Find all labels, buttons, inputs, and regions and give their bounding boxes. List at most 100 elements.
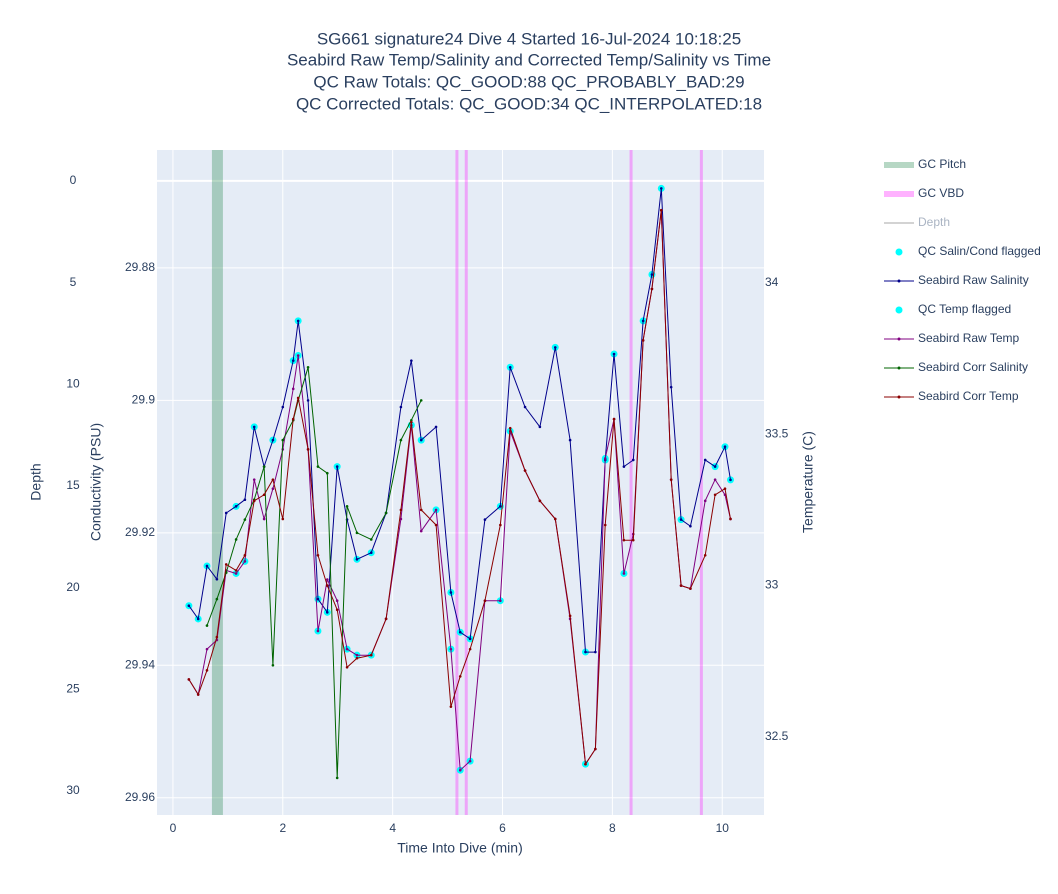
legend-label: Seabird Corr Temp	[918, 389, 1019, 403]
series-marker	[641, 339, 645, 342]
series-marker	[335, 608, 339, 612]
series-marker	[419, 399, 423, 402]
series-marker	[508, 426, 512, 430]
series-marker	[553, 346, 557, 349]
series-marker	[434, 508, 438, 512]
series-marker	[384, 617, 388, 621]
x-tick-label: 10	[716, 821, 730, 835]
y2-tick-label: 29.9	[132, 393, 156, 407]
series-marker	[538, 425, 542, 429]
legend-swatch	[897, 395, 901, 399]
series-marker	[296, 396, 300, 400]
legend-label: Seabird Raw Salinity	[918, 273, 1029, 287]
legend-swatch	[895, 306, 903, 314]
x-tick-label: 8	[609, 821, 616, 835]
series-marker	[187, 678, 191, 681]
series-marker	[205, 647, 209, 651]
y3-axis-title: Temperature (C)	[800, 431, 816, 533]
series-marker	[622, 465, 626, 468]
marks	[185, 150, 734, 815]
series-marker	[224, 563, 228, 566]
series-marker	[410, 359, 413, 362]
legend-swatch	[895, 248, 903, 256]
series-marker	[335, 465, 339, 468]
series-marker	[291, 417, 295, 421]
series-marker	[187, 604, 191, 607]
series-marker	[243, 560, 247, 563]
chart-title: Seabird Raw Temp/Salinity and Corrected …	[287, 50, 771, 69]
series-marker	[458, 630, 462, 634]
series-marker	[243, 498, 247, 502]
series-marker	[689, 587, 692, 590]
series-marker	[243, 553, 247, 557]
series-marker	[419, 529, 423, 533]
series-marker	[458, 675, 462, 678]
series-marker	[523, 469, 527, 472]
series-marker	[410, 418, 413, 422]
series-marker	[612, 352, 616, 356]
series-marker	[291, 359, 295, 362]
series-marker	[723, 445, 727, 449]
series-marker	[252, 499, 256, 503]
y2-tick-label: 29.94	[125, 657, 155, 671]
series-marker	[252, 425, 256, 429]
series-marker	[669, 478, 673, 481]
series-marker	[689, 524, 692, 528]
series-marker	[215, 597, 219, 601]
series-marker	[271, 478, 275, 481]
series-marker	[729, 517, 732, 521]
series-marker	[281, 438, 285, 442]
series-marker	[369, 551, 373, 555]
y-tick-label: 25	[66, 681, 80, 695]
series-marker	[499, 505, 502, 508]
series-marker	[594, 747, 597, 751]
legend-swatch	[897, 337, 901, 341]
y3-tick-label: 33.5	[765, 426, 789, 440]
series-marker	[584, 762, 587, 766]
series-marker	[584, 650, 587, 654]
y-tick-label: 30	[66, 783, 80, 797]
y-tick-label: 20	[66, 580, 80, 594]
chart-title: SG661 signature24 Dive 4 Started 16-Jul-…	[317, 29, 741, 48]
legend-label: Depth	[918, 215, 950, 229]
series-marker	[399, 405, 403, 409]
y-axis-title: Depth	[28, 463, 44, 500]
series-marker	[335, 599, 339, 602]
series-marker	[434, 523, 438, 527]
series-marker	[622, 538, 626, 542]
y-tick-label: 10	[66, 376, 80, 390]
x-tick-label: 6	[499, 821, 506, 835]
series-marker	[612, 417, 616, 421]
series-marker	[679, 518, 683, 521]
series-marker	[468, 759, 472, 763]
series-marker	[434, 425, 438, 429]
series-marker	[271, 664, 275, 667]
series-marker	[499, 523, 502, 527]
series-marker	[335, 776, 339, 780]
series-marker	[281, 405, 285, 409]
series-marker	[196, 693, 200, 696]
series-marker	[659, 208, 663, 212]
series-marker	[325, 611, 329, 614]
series-marker	[296, 354, 300, 357]
y-tick-label: 5	[70, 275, 77, 289]
series-marker	[355, 558, 359, 561]
series-marker	[325, 471, 329, 475]
series-marker	[234, 572, 238, 575]
legend-label: Seabird Corr Salinity	[918, 360, 1028, 374]
series-marker	[205, 669, 209, 672]
series-marker	[369, 538, 373, 541]
series-marker	[291, 387, 295, 391]
legend-label: Seabird Raw Temp	[918, 331, 1019, 345]
x-tick-label: 0	[170, 821, 177, 835]
chart-title: QC Raw Totals: QC_GOOD:88 QC_PROBABLY_BA…	[313, 72, 744, 91]
grid-layer	[157, 150, 764, 815]
series-marker	[713, 493, 717, 497]
series-marker	[399, 508, 403, 512]
legend-label: QC Salin/Cond flagged	[918, 244, 1041, 258]
series-marker	[568, 614, 572, 618]
series-marker	[234, 569, 238, 572]
x-tick-label: 2	[279, 821, 286, 835]
series-marker	[325, 584, 329, 587]
